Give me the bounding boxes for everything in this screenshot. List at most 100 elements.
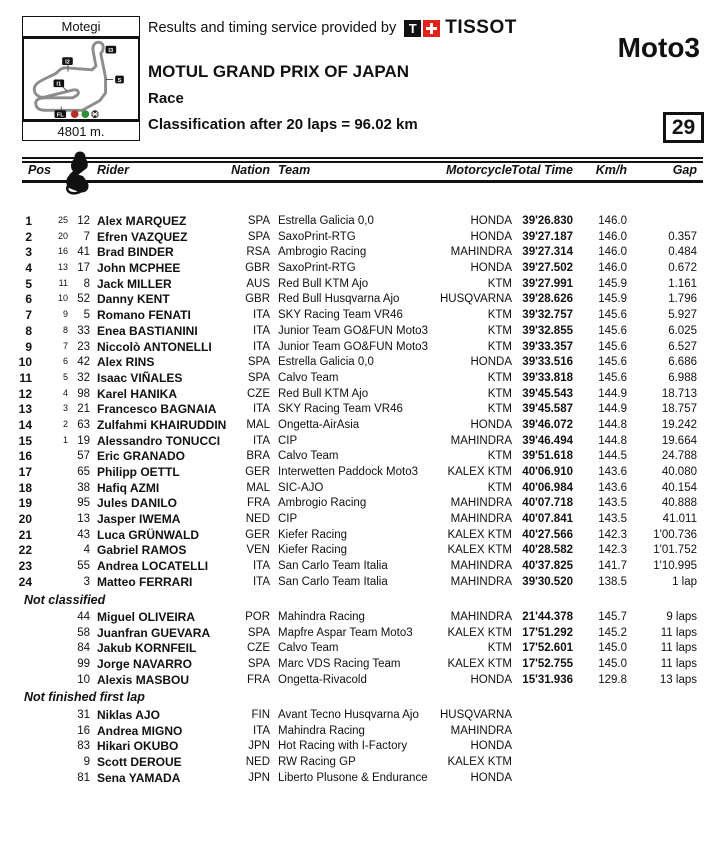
rider-name: Miguel OLIVEIRA bbox=[97, 610, 196, 624]
rider-name: Philipp OETTL bbox=[97, 465, 180, 479]
speed-kmh: 145.0 bbox=[598, 658, 627, 671]
total-time: 15'31.936 bbox=[522, 673, 573, 686]
marker-finish-line: FL bbox=[57, 113, 65, 118]
total-time: 40'07.718 bbox=[522, 497, 573, 510]
gap: 40.080 bbox=[661, 466, 697, 478]
position: 19 bbox=[18, 496, 32, 511]
rider-name: Francesco BAGNAIA bbox=[97, 402, 217, 417]
circuit-name: Motegi bbox=[61, 19, 101, 34]
speed-kmh: 145.6 bbox=[598, 309, 627, 322]
tissot-brand-name: TISSOT bbox=[445, 17, 517, 38]
marker-finish-line-box bbox=[54, 110, 67, 118]
position: 17 bbox=[18, 465, 32, 479]
motorcycle: MAHINDRA bbox=[450, 560, 512, 573]
track-map: I3 I2 I1 S FL bbox=[22, 37, 140, 121]
speed-kmh: 145.7 bbox=[598, 611, 627, 623]
nation: ITA bbox=[252, 340, 270, 353]
nation: MAL bbox=[246, 481, 270, 494]
speed-kmh: 146.0 bbox=[598, 246, 627, 259]
position: 21 bbox=[18, 527, 32, 542]
total-time: 39'27.187 bbox=[522, 230, 573, 243]
table-row: 23 55 Andrea LOCATELLI ITA San Carlo Team It… bbox=[19, 559, 703, 575]
table-row: 15 1 19 Alessandro TONUCCI ITA CIP MAHINDRA 39'… bbox=[19, 434, 703, 450]
championship-points: 10 bbox=[57, 293, 68, 304]
motorcyclist-icon bbox=[65, 151, 89, 195]
motorcycle: MAHINDRA bbox=[450, 434, 512, 447]
position: 3 bbox=[25, 245, 32, 260]
table-row: 10 Alexis MASBOU FRA Ongetta-Rivacold HONDA 1… bbox=[22, 673, 703, 689]
championship-points: 11 bbox=[58, 277, 68, 288]
position: 22 bbox=[18, 543, 32, 558]
rider-name: Jack MILLER bbox=[97, 276, 172, 291]
bike-number: 81 bbox=[77, 771, 90, 784]
table-row: 4 13 17 John MCPHEE GBR SaxoPrint-RTG HONDA 39'… bbox=[22, 261, 703, 277]
swiss-cross-icon bbox=[423, 19, 441, 37]
team-name: Red Bull Husqvarna Ajo bbox=[278, 293, 400, 306]
gap: 6.527 bbox=[668, 340, 697, 353]
rider-name: Isaac VIÑALES bbox=[97, 370, 183, 385]
total-time: 40'37.825 bbox=[522, 560, 573, 573]
total-time: 40'28.582 bbox=[522, 544, 573, 557]
track-outline bbox=[32, 40, 107, 112]
bike-number: 4 bbox=[83, 544, 90, 557]
gap: 1'00.736 bbox=[653, 528, 697, 541]
rider-name: Juanfran GUEVARA bbox=[97, 625, 211, 640]
marker-i2: I2 bbox=[65, 60, 70, 66]
rider-name: Hafiq AZMI bbox=[97, 480, 160, 495]
speed-kmh: 143.5 bbox=[598, 513, 627, 526]
position: 2 bbox=[25, 229, 32, 244]
nation: SPA bbox=[247, 356, 270, 369]
championship-points: 25 bbox=[57, 215, 68, 225]
gap: 19.242 bbox=[661, 418, 697, 431]
speed-kmh: 143.6 bbox=[598, 466, 627, 478]
gap: 11 laps bbox=[660, 658, 697, 671]
gap: 1'10.995 bbox=[653, 560, 697, 573]
rider-name: Romano FENATI bbox=[97, 308, 191, 323]
rider-name: Andrea MIGNO bbox=[97, 723, 183, 738]
classification-line: Classification after 20 laps = 96.02 km bbox=[148, 116, 418, 133]
motorcycle: KTM bbox=[487, 340, 512, 353]
motorcycle: MAHINDRA bbox=[450, 246, 512, 259]
championship-points: 1 bbox=[62, 434, 68, 445]
bike-number: 63 bbox=[77, 418, 90, 431]
team-name: San Carlo Team Italia bbox=[278, 575, 388, 588]
total-time: 39'27.502 bbox=[522, 262, 573, 275]
nation: JPN bbox=[248, 771, 270, 784]
position: 4 bbox=[25, 261, 32, 276]
speed-kmh: 144.8 bbox=[598, 434, 627, 447]
nation: ITA bbox=[252, 724, 270, 737]
position: 24 bbox=[18, 574, 32, 589]
nation: NED bbox=[245, 513, 270, 526]
gap: 24.788 bbox=[661, 450, 697, 463]
motorcycle: MAHINDRA bbox=[450, 611, 512, 623]
column-header-kmh: Km/h bbox=[595, 162, 627, 177]
table-row: 10 6 42 Alex RINS SPA Estrella Galicia 0,0 HON… bbox=[19, 355, 703, 371]
nation: GER bbox=[245, 466, 270, 478]
header-rule-bottom bbox=[22, 179, 703, 183]
page-number: 29 bbox=[671, 115, 696, 139]
bike-number: 55 bbox=[77, 560, 90, 573]
bike-number: 84 bbox=[77, 642, 90, 655]
motorcycle: HONDA bbox=[470, 356, 512, 369]
team-name: Mahindra Racing bbox=[278, 724, 365, 737]
speed-kmh: 145.6 bbox=[598, 356, 627, 369]
nation: JPN bbox=[248, 740, 270, 753]
bike-number: 42 bbox=[77, 356, 90, 369]
marker-speed-trap-box bbox=[115, 75, 124, 84]
position: 10 bbox=[18, 355, 32, 370]
position: 8 bbox=[25, 323, 32, 338]
table-row: 1 25 12 Alex MARQUEZ SPA Estrella Galicia 0,0… bbox=[22, 214, 703, 230]
team-name: Ongetta-AirAsia bbox=[278, 418, 360, 431]
total-time: 39'33.357 bbox=[522, 340, 573, 353]
championship-points: 16 bbox=[57, 246, 68, 257]
motorcycle: MAHINDRA bbox=[450, 497, 512, 510]
total-time: 39'27.314 bbox=[522, 246, 573, 259]
bike-number: 8 bbox=[83, 277, 90, 290]
nation: ITA bbox=[252, 324, 270, 337]
bike-number: 58 bbox=[77, 626, 90, 639]
marker-i1: I1 bbox=[56, 82, 62, 88]
team-name: Ambrogio Racing bbox=[278, 497, 367, 510]
section-heading-not-classified: Not classified bbox=[24, 593, 106, 607]
bike-number: 9 bbox=[83, 756, 90, 769]
circuit-name-box: Motegi bbox=[22, 16, 140, 37]
